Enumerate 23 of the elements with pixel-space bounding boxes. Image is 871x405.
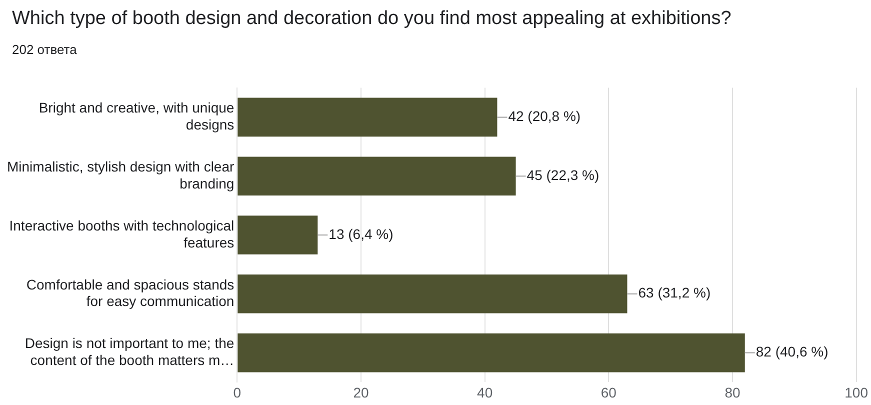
x-tick-label: 0 [233,384,242,400]
y-tick-label: Design is not important to me; the content of the booth matters m… [24,335,234,368]
data-label: 45 (22,3 %) [526,166,600,183]
data-label: 82 (40,6 %) [756,344,828,360]
bar [238,216,318,254]
text: 202 ответа [12,42,77,57]
data-label: 42 (20,8 %) [508,108,581,124]
x-tick-label: 60 [600,384,617,400]
bar [238,98,498,137]
data-label: 13 (6,4 %) [328,226,394,242]
y-tick-label: Minimalistic, stylish design with clear branding [6,158,235,192]
x-tick-label: 80 [724,384,740,400]
bar [238,156,516,196]
y-tick-label: Comfortable and spacious stands for easy communication [26,276,234,310]
x-tick-label: 40 [477,384,493,400]
data-label: 63 (31,2 %) [638,284,711,301]
chart-title: Which type of booth design and decoration do you find most appealing at exhibitions? [12,8,732,30]
bar [238,274,628,314]
x-tick-label: 100 [844,384,868,400]
bar [238,333,745,372]
y-tick-label: Bright and creative, with unique designs [38,100,234,132]
x-tick-label: 20 [353,384,370,400]
y-tick-label: Interactive booths with technological features [9,217,234,250]
